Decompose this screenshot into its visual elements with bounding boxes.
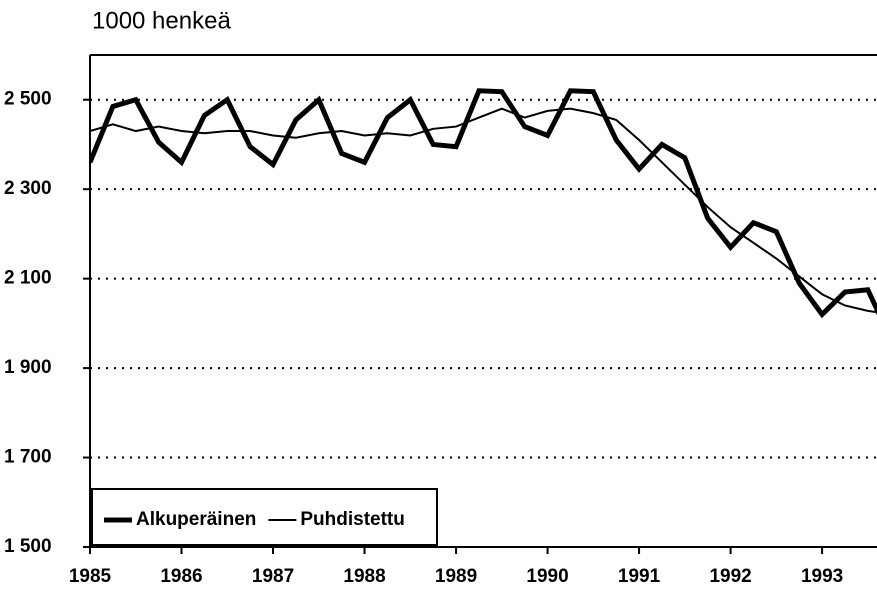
x-tick-label: 1991: [618, 566, 661, 587]
plot-area: [90, 88, 877, 319]
y-tick-label: 2 500: [4, 89, 52, 110]
x-tick-label: 1988: [343, 566, 385, 587]
x-tick-label: 1992: [709, 566, 751, 587]
y-tick-label: 2 300: [4, 178, 52, 199]
series-line: [90, 88, 877, 319]
x-tick-label: 1985: [69, 566, 112, 587]
x-tick-label: 1989: [435, 566, 477, 587]
x-tick-label: 1986: [160, 566, 202, 587]
legend-label: Alkuperäinen: [136, 509, 256, 530]
legend-box: [91, 488, 438, 546]
x-tick-label: 1987: [252, 566, 294, 587]
x-tick-label: 1993: [801, 566, 843, 587]
y-tick-label: 1 900: [4, 357, 52, 378]
y-tick-label: 2 100: [4, 268, 52, 289]
y-tick-label: 1 500: [4, 536, 52, 557]
x-tick-label: 1990: [526, 566, 568, 587]
y-tick-label: 1 700: [4, 447, 52, 468]
legend-label: Puhdistettu: [300, 509, 405, 530]
chart-title: 1000 henkeä: [92, 7, 231, 34]
series-line: [90, 107, 877, 314]
